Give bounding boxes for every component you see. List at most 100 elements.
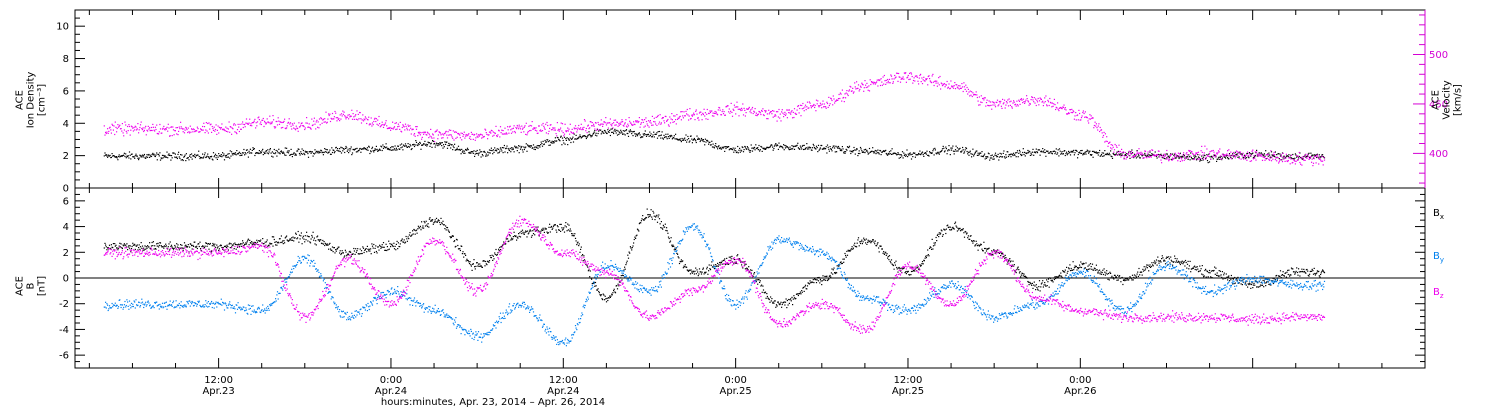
data-point: [709, 144, 712, 146]
data-point: [1043, 151, 1045, 154]
data-point: [651, 218, 653, 220]
data-point: [741, 146, 743, 148]
data-point: [842, 97, 844, 99]
data-point: [380, 145, 382, 147]
data-point: [311, 236, 313, 238]
data-point: [461, 148, 463, 150]
data-point: [317, 126, 319, 128]
data-point: [432, 140, 434, 142]
data-point: [152, 154, 154, 156]
data-point: [1301, 156, 1304, 158]
data-point: [768, 146, 770, 148]
data-point: [565, 131, 567, 133]
data-point: [319, 151, 321, 153]
data-point: [481, 266, 483, 268]
data-point: [139, 155, 142, 157]
data-point: [336, 120, 338, 122]
data-point: [1288, 154, 1290, 156]
data-point: [174, 130, 176, 132]
data-point: [192, 244, 194, 246]
data-point: [509, 235, 511, 237]
data-point: [1177, 155, 1179, 157]
data-point: [791, 110, 793, 112]
data-point: [951, 86, 953, 88]
data-point: [350, 255, 352, 257]
data-point: [272, 156, 274, 158]
data-point: [255, 122, 257, 124]
data-point: [116, 247, 118, 249]
data-point: [476, 133, 478, 135]
data-point: [1058, 107, 1061, 109]
data-point: [572, 132, 575, 134]
data-point: [1006, 151, 1008, 153]
data-point: [1232, 151, 1234, 154]
data-point: [1230, 151, 1232, 153]
data-point: [890, 74, 892, 76]
data-point: [362, 114, 364, 116]
data-point: [291, 237, 293, 239]
data-point: [114, 245, 116, 247]
data-point: [328, 151, 330, 153]
data-point: [1267, 153, 1269, 155]
data-point: [576, 242, 578, 244]
data-point: [1020, 98, 1022, 100]
data-point: [735, 106, 737, 108]
data-point: [697, 275, 699, 277]
data-point: [139, 126, 141, 129]
data-point: [517, 237, 519, 239]
data-point: [500, 148, 502, 150]
data-point: [767, 147, 769, 149]
data-point: [1100, 129, 1103, 131]
data-point: [216, 133, 218, 135]
data-point: [1254, 151, 1256, 153]
data-point: [709, 110, 711, 112]
data-point: [391, 243, 393, 245]
data-point: [1212, 158, 1214, 160]
data-point: [305, 151, 307, 153]
data-point: [527, 144, 529, 146]
data-point: [958, 148, 960, 150]
data-point: [1298, 151, 1300, 154]
data-point: [406, 240, 408, 242]
data-point: [393, 248, 396, 250]
data-point: [1317, 156, 1319, 158]
data-point: [1303, 159, 1305, 161]
data-point: [289, 154, 292, 156]
data-point: [419, 134, 421, 136]
data-point: [514, 145, 516, 147]
data-point: [1013, 152, 1015, 154]
data-point: [379, 245, 381, 247]
data-point: [477, 263, 480, 265]
data-point: [499, 147, 502, 149]
data-point: [1294, 163, 1296, 165]
data-point: [117, 159, 119, 161]
data-point: [931, 152, 933, 154]
data-point: [724, 114, 726, 116]
data-point: [114, 133, 116, 136]
data-point: [1238, 157, 1240, 160]
data-point: [505, 147, 507, 149]
data-point: [981, 101, 983, 104]
data-point: [833, 98, 835, 100]
data-point: [1178, 155, 1180, 157]
data-point: [983, 154, 985, 156]
data-point: [149, 156, 151, 158]
data-point: [898, 76, 900, 78]
data-point: [964, 149, 966, 151]
data-point: [902, 76, 904, 78]
data-point: [121, 155, 123, 157]
data-point: [540, 130, 542, 132]
data-point: [1022, 148, 1024, 150]
data-point: [1036, 151, 1038, 153]
data-point: [965, 147, 967, 149]
data-point: [281, 121, 283, 124]
data-point: [706, 139, 708, 141]
data-point: [625, 264, 627, 266]
data-point: [490, 132, 492, 134]
data-point: [943, 147, 945, 149]
data-point: [865, 86, 867, 89]
data-point: [269, 149, 271, 151]
data-point: [637, 229, 639, 231]
data-point: [424, 140, 426, 142]
data-point: [459, 134, 461, 136]
